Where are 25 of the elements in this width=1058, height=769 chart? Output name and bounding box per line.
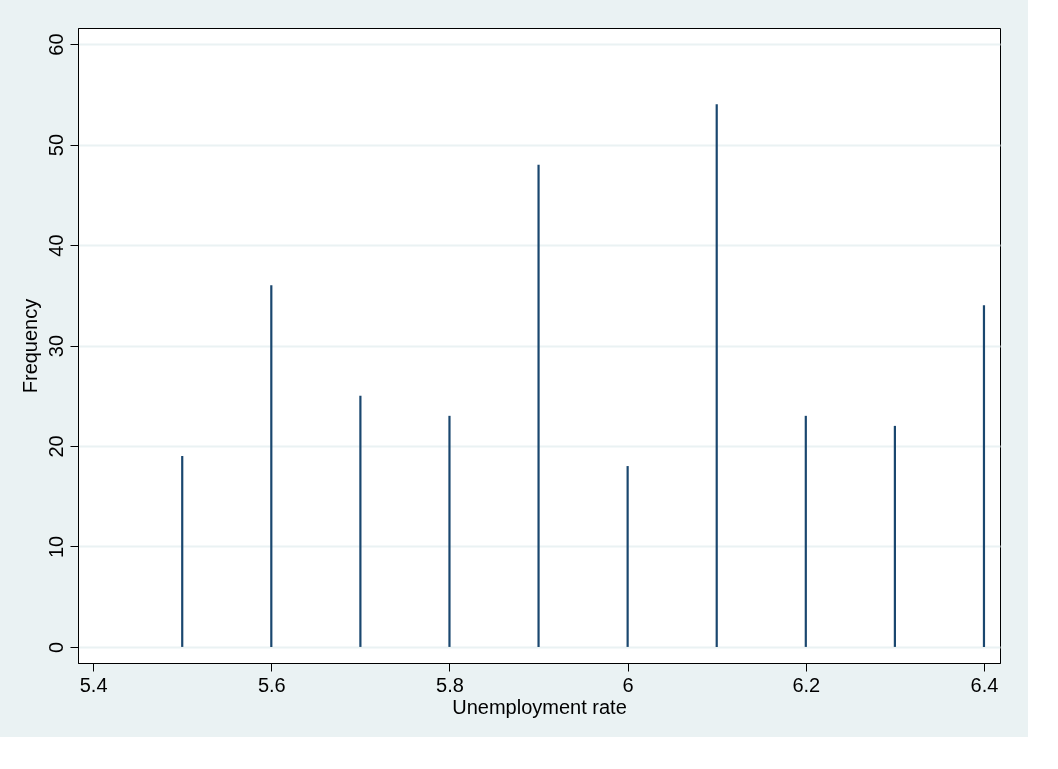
y-tick-label: 20 <box>44 435 67 458</box>
y-tick-label: 60 <box>44 33 67 56</box>
y-tick-label: 10 <box>44 535 67 559</box>
y-tick-label: 0 <box>44 641 67 653</box>
bar <box>448 415 451 647</box>
bar <box>982 305 986 647</box>
bar <box>181 456 184 647</box>
bar <box>359 395 362 647</box>
bar <box>626 466 629 647</box>
x-tick-label: 6 <box>622 673 634 696</box>
bar <box>270 285 273 647</box>
y-tick-label: 30 <box>44 334 67 358</box>
x-tick-label: 5.6 <box>257 673 286 696</box>
x-tick-label: 5.4 <box>79 673 108 696</box>
y-axis-title: Frequency <box>18 298 41 394</box>
bar <box>537 164 540 647</box>
bar <box>893 425 896 647</box>
y-tick-label: 50 <box>44 133 67 157</box>
bar <box>804 415 807 647</box>
y-tick-label: 40 <box>44 234 67 257</box>
x-axis-title: Unemployment rate <box>452 695 627 718</box>
x-tick-label: 6.4 <box>970 673 999 696</box>
x-tick-label: 5.8 <box>436 673 464 696</box>
bar <box>715 104 718 647</box>
x-tick-label: 6.2 <box>792 673 821 696</box>
